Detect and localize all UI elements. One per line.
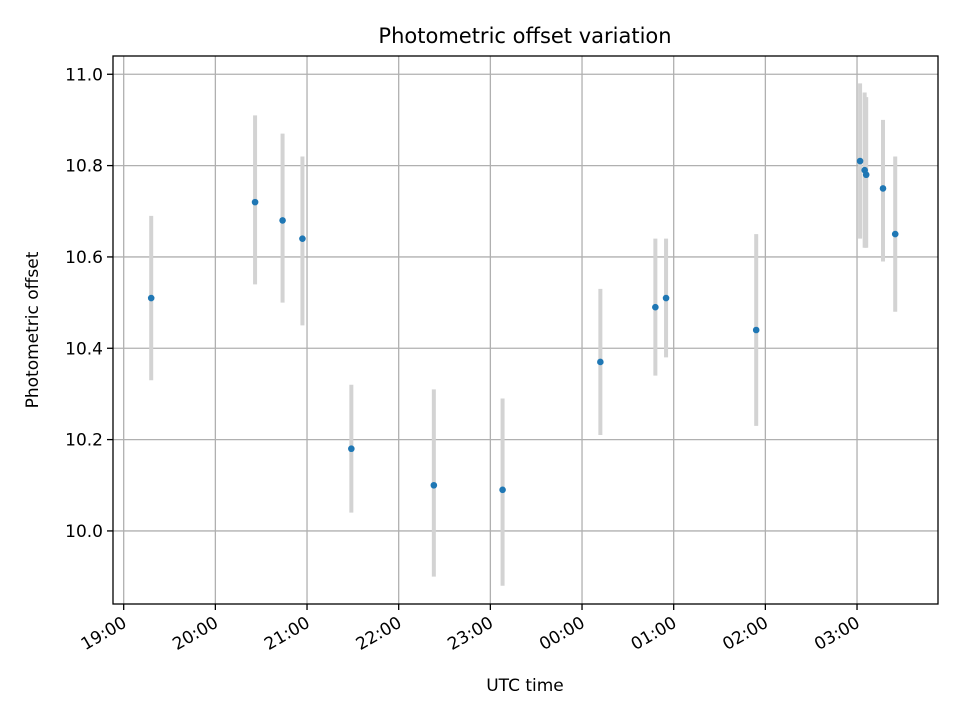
x-axis-label: UTC time (486, 676, 564, 696)
data-point (891, 230, 899, 238)
y-tick-label: 10.2 (65, 431, 103, 451)
data-point (348, 445, 355, 453)
plot-frame (112, 55, 939, 605)
y-tick-label: 10.4 (65, 339, 103, 359)
y-tick-label: 10.8 (65, 157, 103, 177)
data-point (662, 294, 670, 302)
data-point (499, 486, 506, 494)
data-point (279, 217, 286, 224)
data-points (147, 157, 899, 494)
y-axis-ticks: 10.0 10.2 10.4 10.6 10.8 11.0 (65, 65, 113, 542)
y-tick-label: 10.6 (65, 248, 103, 268)
data-point (147, 294, 155, 302)
y-tick-label: 10.0 (65, 522, 103, 542)
data-point (862, 171, 870, 179)
y-axis-label: Photometric offset (23, 251, 43, 408)
chart-title: Photometric offset variation (378, 24, 671, 48)
data-point (430, 481, 438, 489)
grid (113, 56, 938, 604)
data-point (752, 326, 760, 334)
data-point (856, 157, 864, 165)
data-point (251, 198, 259, 206)
data-point (652, 303, 659, 311)
data-point (597, 358, 604, 366)
data-point (299, 235, 306, 242)
data-point (879, 185, 887, 192)
y-tick-label: 11.0 (65, 65, 103, 85)
